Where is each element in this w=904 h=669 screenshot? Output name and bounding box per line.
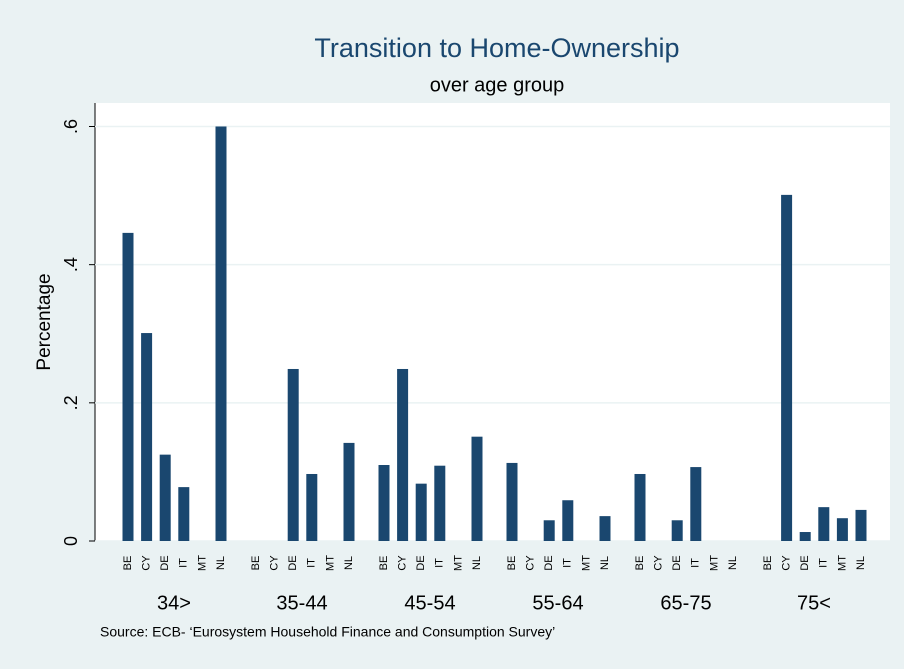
bar — [306, 473, 318, 541]
bar — [215, 126, 227, 542]
group-label: 75< — [797, 592, 831, 614]
country-label: IT — [562, 558, 574, 568]
country-label: MT — [708, 555, 720, 571]
country-label: MT — [836, 555, 848, 571]
country-label: CY — [525, 555, 537, 571]
country-label: IT — [690, 558, 702, 568]
country-label: IT — [818, 558, 830, 568]
country-label: DE — [159, 555, 171, 570]
bar — [634, 473, 646, 541]
country-label: DE — [415, 555, 427, 570]
country-label: MT — [196, 555, 208, 571]
country-label: IT — [178, 558, 190, 568]
bar — [178, 487, 190, 541]
country-label: MT — [452, 555, 464, 571]
bar — [562, 500, 574, 541]
country-label: NL — [599, 556, 611, 570]
country-label: NL — [727, 556, 739, 570]
group-label: 35-44 — [276, 592, 327, 614]
y-tick-label: .2 — [61, 395, 81, 410]
group-label: 34> — [157, 592, 191, 614]
bar — [836, 518, 848, 541]
country-label: BE — [634, 556, 646, 571]
country-label: CY — [781, 555, 793, 571]
bar — [671, 520, 683, 541]
bar — [122, 232, 134, 541]
bar — [543, 520, 555, 541]
bar — [471, 436, 483, 541]
country-label: BE — [506, 556, 518, 571]
country-label: CY — [397, 555, 409, 571]
bar — [506, 462, 518, 541]
bar — [781, 194, 793, 541]
bar — [397, 368, 409, 541]
country-label: NL — [343, 556, 355, 570]
chart-subtitle: over age group — [430, 74, 565, 96]
bar — [690, 467, 702, 541]
country-label: DE — [799, 555, 811, 570]
group-label: 55-64 — [532, 592, 583, 614]
bar — [599, 516, 611, 541]
group-label: 65-75 — [660, 592, 711, 614]
country-label: NL — [471, 556, 483, 570]
country-label: MT — [324, 555, 336, 571]
group-label: 45-54 — [404, 592, 455, 614]
y-tick-label: 0 — [61, 536, 81, 546]
country-label: CY — [141, 555, 153, 571]
country-label: IT — [306, 558, 318, 568]
country-label: DE — [671, 555, 683, 570]
plot-area — [95, 103, 890, 541]
bar — [287, 368, 299, 541]
bar — [141, 333, 153, 541]
y-tick-label: .4 — [61, 257, 81, 272]
bar — [378, 465, 390, 541]
bar — [434, 465, 446, 541]
y-tick-label: .6 — [61, 119, 81, 134]
country-label: BE — [378, 556, 390, 571]
country-label: BE — [250, 556, 262, 571]
country-label: CY — [269, 555, 281, 571]
country-label: BE — [762, 556, 774, 571]
source-note: Source: ECB- ‘Eurosystem Household Finan… — [100, 624, 555, 640]
country-label: IT — [434, 558, 446, 568]
bar — [818, 507, 830, 541]
country-label: MT — [580, 555, 592, 571]
bar — [799, 532, 811, 541]
y-axis-label: Percentage — [34, 273, 55, 370]
chart-title: Transition to Home-Ownership — [314, 33, 679, 63]
country-label: NL — [855, 556, 867, 570]
bar — [415, 483, 427, 541]
bar — [159, 454, 171, 541]
country-label: DE — [543, 555, 555, 570]
country-label: BE — [122, 556, 134, 571]
country-label: NL — [215, 556, 227, 570]
bar — [343, 442, 355, 541]
country-label: DE — [287, 555, 299, 570]
bar — [855, 509, 867, 541]
country-label: CY — [653, 555, 665, 571]
